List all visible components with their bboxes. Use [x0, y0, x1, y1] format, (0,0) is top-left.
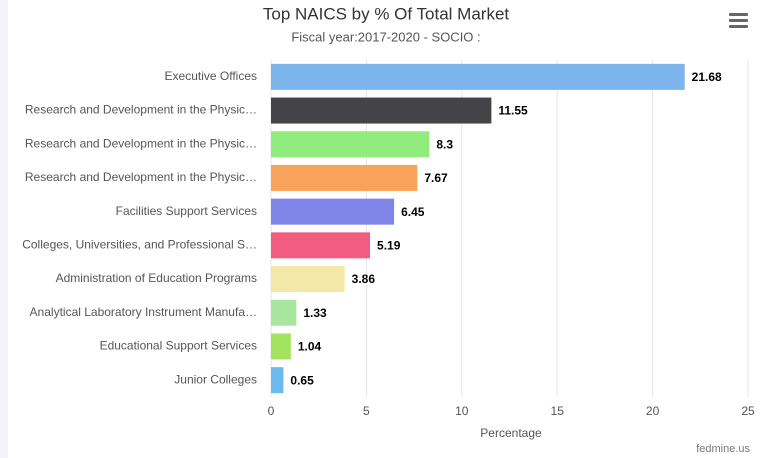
x-axis-title: Percentage [480, 426, 542, 440]
menu-bar [729, 13, 748, 16]
bar [271, 299, 297, 326]
data-label: 8.3 [436, 137, 453, 151]
y-tick-label: Junior Colleges [174, 372, 257, 386]
data-label: 21.68 [692, 70, 722, 84]
y-tick-label: Colleges, Universities, and Professional… [22, 238, 257, 252]
bar [271, 333, 291, 360]
x-tick-label: 20 [646, 404, 660, 418]
data-label: 11.55 [498, 104, 528, 118]
bar [271, 198, 395, 225]
y-tick-label: Executive Offices [165, 69, 257, 83]
x-tick-label: 15 [551, 404, 565, 418]
chart-subtitle: Fiscal year:2017-2020 - SOCIO : [291, 29, 480, 44]
y-tick-label: Facilities Support Services [116, 204, 257, 218]
credits: fedmine.us [696, 443, 750, 455]
menu-bar [729, 25, 748, 28]
bar [271, 97, 492, 124]
bar [271, 266, 345, 293]
data-label: 6.45 [401, 205, 425, 219]
data-label: 0.65 [290, 373, 314, 387]
data-label: 7.67 [424, 171, 448, 185]
menu-bar [729, 19, 748, 22]
bar [271, 164, 418, 191]
chart-title: Top NAICS by % Of Total Market [263, 4, 510, 23]
data-label: 5.19 [377, 239, 401, 253]
data-label: 1.04 [298, 340, 322, 354]
bar [271, 131, 430, 158]
x-tick-label: 25 [741, 404, 755, 418]
bar [271, 367, 284, 394]
x-tick-label: 0 [268, 404, 275, 418]
data-label: 1.33 [303, 306, 327, 320]
bar [271, 232, 371, 259]
y-tick-label: Educational Support Services [100, 339, 257, 353]
y-tick-label: Research and Development in the Physic… [25, 103, 257, 117]
x-tick-label: 5 [363, 404, 370, 418]
y-tick-label: Analytical Laboratory Instrument Manufa… [30, 305, 257, 319]
x-tick-label: 10 [455, 404, 469, 418]
bar [271, 63, 685, 90]
data-label: 3.86 [352, 272, 376, 286]
y-tick-label: Administration of Education Programs [56, 271, 257, 285]
y-tick-label: Research and Development in the Physic… [25, 170, 257, 184]
menu-button[interactable] [729, 13, 748, 28]
y-tick-label: Research and Development in the Physic… [25, 136, 257, 150]
